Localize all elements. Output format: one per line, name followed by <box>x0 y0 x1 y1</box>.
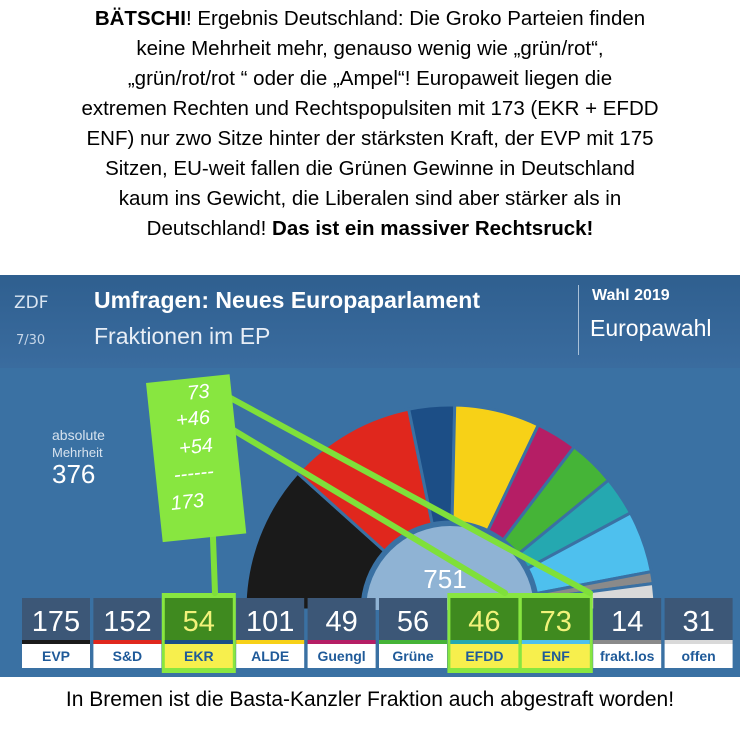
election-year: Wahl 2019 <box>592 287 670 304</box>
seat-value-efdd: 46 <box>468 606 500 638</box>
annotation-line-enf <box>222 392 593 596</box>
party-label-bg-offen <box>664 644 733 668</box>
annotation-line-5: 173 <box>169 489 206 516</box>
annotation-line-1: 73 <box>186 380 211 405</box>
election-name: Europawahl <box>590 315 712 341</box>
party-label-bg-alde <box>236 644 305 668</box>
seat-color-bar-efdd <box>450 640 519 644</box>
party-label-ekr: EKR <box>184 648 214 664</box>
hemicycle-center <box>366 526 534 610</box>
seat-color-bar-guengl <box>307 640 376 644</box>
party-label-offen: offen <box>681 648 715 664</box>
commentary-line-8: Deutschland! <box>146 217 273 240</box>
bottom-caption: In Bremen ist die Basta-Kanzler Fraktion… <box>65 688 675 711</box>
seat-value-offen: 31 <box>682 606 714 638</box>
commentary-line-4: extremen Rechten und Rechtspopulsiten mi… <box>81 97 659 120</box>
party-label-evp: EVP <box>42 648 70 664</box>
commentary-line-2: keine Mehrheit mehr, genauso wenig wie „… <box>136 37 604 60</box>
party-label-gr-ne: Grüne <box>392 648 433 664</box>
seat-box-frakt-los <box>593 598 662 644</box>
commentary-line-7: kaum ins Gewicht, die Liberalen sind abe… <box>118 187 622 210</box>
party-label-alde: ALDE <box>251 648 289 664</box>
seat-box-s-d <box>93 598 162 644</box>
header-divider <box>578 285 579 355</box>
tv-chart-panel: ZDF 7/30 Umfragen: Neues Europaparlament… <box>0 275 740 677</box>
commentary-line-6: Sitzen, EU-weit fallen die Grünen Gewinn… <box>105 157 635 180</box>
party-label-frakt-los: frakt.los <box>600 648 655 664</box>
seat-value-guengl: 49 <box>325 606 357 638</box>
seat-chart: 751175EVP152S&D54EKR101ALDE49Guengl56Grü… <box>22 392 733 673</box>
party-label-bg-gr-ne <box>379 644 447 668</box>
seat-value-gr-ne: 56 <box>397 606 429 638</box>
seat-value-ekr: 54 <box>183 606 215 638</box>
seat-box-alde <box>236 598 305 644</box>
commentary-text: BÄTSCHI! Ergebnis Deutschland: Die Groko… <box>0 0 740 274</box>
party-label-s-d: S&D <box>113 648 143 664</box>
annotation-line-2: +46 <box>174 406 212 432</box>
party-label-bg-s-d <box>93 644 162 668</box>
party-label-guengl: Guengl <box>317 648 365 664</box>
commentary-line-3: „grün/rot/rot “ oder die „Ampel“! Europa… <box>127 67 613 90</box>
seat-color-bar-s-d <box>93 640 162 644</box>
majority-label-1: absolute <box>52 427 105 443</box>
annotation-line-3: +54 <box>177 434 214 460</box>
seat-value-evp: 175 <box>32 606 80 638</box>
seat-value-s-d: 152 <box>103 606 151 638</box>
seat-color-bar-gr-ne <box>379 640 447 644</box>
commentary-bold-end: Das ist ein massiver Rechtsruck! <box>272 217 594 240</box>
seat-value-alde: 101 <box>246 606 294 638</box>
party-label-efdd: EFDD <box>465 648 503 664</box>
seat-box-ekr <box>164 598 233 644</box>
zdf-logo: ZDF <box>14 293 49 313</box>
chart-subtitle: Fraktionen im EP <box>94 323 271 349</box>
seat-color-bar-evp <box>22 640 90 644</box>
party-label-enf: ENF <box>542 648 570 664</box>
party-label-bg-guengl <box>307 644 376 668</box>
commentary-line-1: ! Ergebnis Deutschland: Die Groko Partei… <box>185 7 646 30</box>
party-label-bg-ekr <box>164 644 233 668</box>
annotation-line-efdd <box>222 422 508 596</box>
seat-value-frakt-los: 14 <box>611 606 643 638</box>
seat-box-guengl <box>307 598 376 644</box>
majority-value: 376 <box>52 459 96 489</box>
majority-label-2: Mehrheit <box>52 445 103 460</box>
seat-color-bar-enf <box>521 640 590 644</box>
annotation-note: 73 +46 +54 ------ 173 <box>146 374 247 543</box>
commentary-bold-start: BÄTSCHI <box>94 7 186 30</box>
seat-color-bar-alde <box>236 640 305 644</box>
chart-title: Umfragen: Neues Europaparlament <box>94 287 480 313</box>
party-label-bg-evp <box>22 644 90 668</box>
party-label-bg-enf <box>521 644 590 668</box>
annotation-line-4: ------ <box>172 460 215 487</box>
party-label-bg-efdd <box>450 644 519 668</box>
seat-color-bar-offen <box>664 640 733 644</box>
seat-box-efdd <box>450 598 519 644</box>
party-label-bg-frakt-los <box>593 644 662 668</box>
seat-color-bar-frakt-los <box>593 640 662 644</box>
seat-box-enf <box>521 598 590 644</box>
seat-box-offen <box>664 598 733 644</box>
page-counter: 7/30 <box>16 333 46 348</box>
seat-box-gr-ne <box>379 598 447 644</box>
chart-header: ZDF 7/30 Umfragen: Neues Europaparlament… <box>0 275 740 368</box>
seat-box-evp <box>22 598 90 644</box>
seat-value-enf: 73 <box>540 606 572 638</box>
seat-color-bar-ekr <box>164 640 233 644</box>
commentary-line-5: ENF) nur zwo Sitze hinter der stärksten … <box>86 127 654 150</box>
